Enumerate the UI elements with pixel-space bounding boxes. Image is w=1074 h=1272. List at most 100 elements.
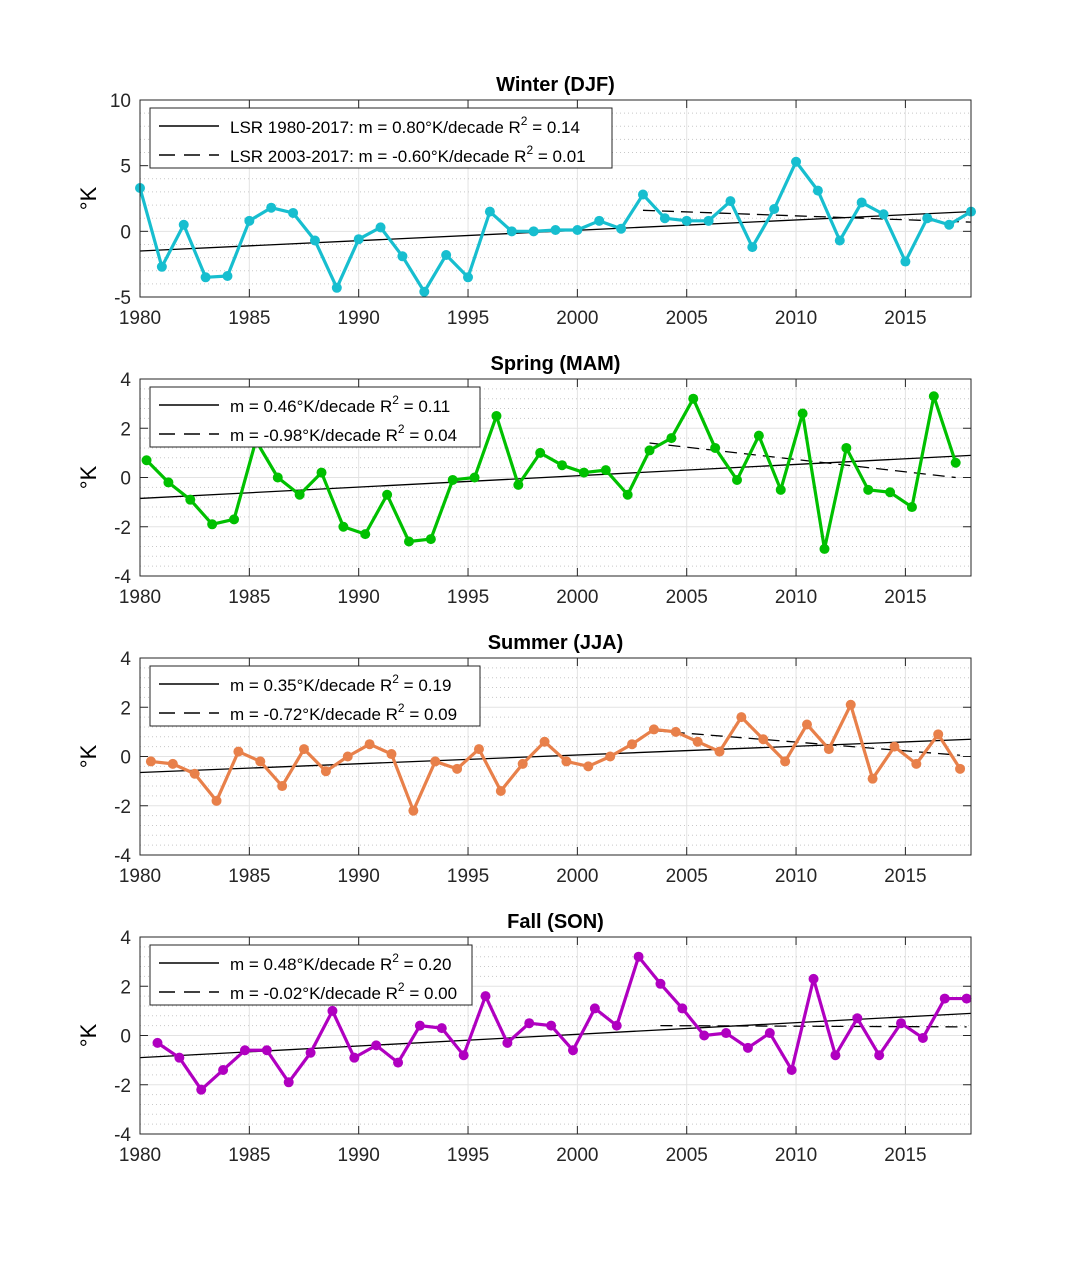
data-point [414,1020,425,1031]
data-point [513,479,524,490]
y-axis-label: °K [76,186,101,210]
data-point [885,487,896,498]
data-point [528,226,539,237]
data-point [261,1045,272,1056]
data-point [845,699,856,710]
x-tick-label: 1990 [338,866,380,887]
data-point [167,758,178,769]
data-point [681,215,692,226]
data-point [185,494,196,505]
data-point [950,457,961,468]
data-point [823,744,834,755]
data-point [403,536,414,547]
y-tick-label: 4 [120,370,131,391]
data-point [309,235,320,246]
data-point [222,270,233,281]
data-point [458,1050,469,1061]
data-point [535,447,546,458]
data-point [922,213,933,224]
data-point [196,1084,207,1095]
data-point [611,1020,622,1031]
legend-entry: LSR 1980-2017: m = 0.80°K/decade R2 = 0.… [230,114,580,137]
x-tick-label: 2015 [884,587,926,608]
data-point [207,519,218,530]
x-tick-label: 2010 [775,1145,817,1166]
legend-entry: m = -0.02°K/decade R2 = 0.00 [230,980,457,1003]
y-tick-label: -2 [114,518,131,539]
data-point [174,1052,185,1063]
data-point [480,991,491,1002]
x-tick-label: 1980 [119,587,161,608]
data-point [546,1020,557,1031]
x-tick-label: 2015 [884,866,926,887]
y-tick-label: 10 [110,91,131,112]
data-point [349,1052,360,1063]
x-tick-label: 2000 [556,1145,598,1166]
chart-panel-2: 1980 1985 1990 1995 2000 2005 2010 2015 -4 -2 0 2 4 S… [76,353,972,608]
data-point [797,408,808,419]
data-point [229,514,240,525]
x-tick-label: 2010 [775,587,817,608]
data-point [605,751,616,762]
data-point [156,261,167,272]
data-point [753,430,764,441]
legend-entry: m = 0.46°K/decade R2 = 0.11 [230,393,450,416]
data-point [430,756,441,767]
data-point [524,1018,535,1029]
data-point [567,1045,578,1056]
data-point [917,1032,928,1043]
x-tick-label: 2005 [666,308,708,329]
data-point [874,1050,885,1061]
x-tick-label: 1995 [447,587,489,608]
data-point [812,185,823,196]
data-point [933,729,944,740]
axes-frame [139,99,972,298]
x-tick-label: 1985 [228,587,270,608]
data-point [382,489,393,500]
y-tick-label: -4 [114,1125,131,1146]
y-tick-label: 2 [120,419,131,440]
y-tick-label: 2 [120,698,131,719]
data-point [666,433,677,444]
data-point [283,1077,294,1088]
data-point [364,739,375,750]
legend-entry: m = -0.98°K/decade R2 = 0.04 [230,422,457,445]
data-point [594,215,605,226]
data-point [272,472,283,483]
data-point [721,1028,732,1039]
data-point [178,219,189,230]
data-point [688,393,699,404]
x-tick-label: 2005 [666,587,708,608]
x-tick-label: 1985 [228,1145,270,1166]
data-point [616,223,627,234]
series-line [150,703,962,813]
x-tick-label: 1985 [228,308,270,329]
trend-line-full [139,454,972,500]
data-point [703,215,714,226]
data-point [747,242,758,253]
data-point [550,225,561,236]
data-point [539,736,550,747]
data-point [852,1013,863,1024]
y-tick-label: -2 [114,797,131,818]
data-point [600,465,611,476]
data-point [786,1064,797,1075]
data-point [928,391,939,402]
data-point [495,785,506,796]
data-point [152,1037,163,1048]
data-point [342,751,353,762]
data-point [791,156,802,167]
data-point [408,805,419,816]
data-point [436,1023,447,1034]
data-point [218,1064,229,1075]
x-tick-label: 1995 [447,1145,489,1166]
data-point [517,758,528,769]
chart-title: Summer (JJA) [488,632,624,654]
data-point [644,445,655,456]
data-point [561,756,572,767]
data-point [266,202,277,213]
data-point [425,534,436,545]
data-point [397,251,408,262]
series-line [156,955,967,1092]
